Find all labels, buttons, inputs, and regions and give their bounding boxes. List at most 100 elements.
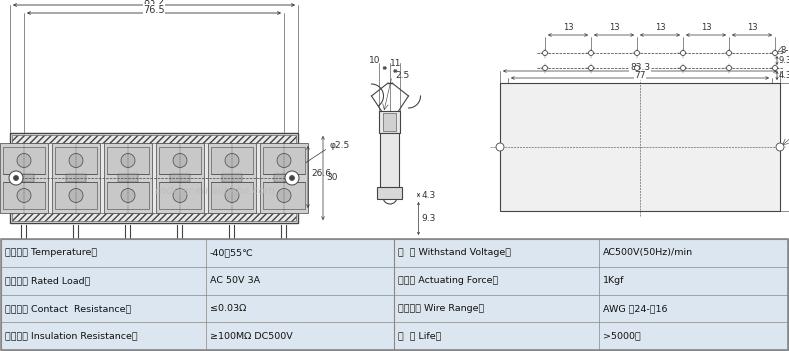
- Bar: [170, 174, 189, 182]
- Circle shape: [543, 66, 548, 71]
- Text: 4.3: 4.3: [421, 191, 436, 199]
- Bar: [159, 182, 201, 209]
- Text: 13: 13: [746, 23, 757, 32]
- Bar: [208, 143, 256, 213]
- Text: -40～55℃: -40～55℃: [210, 249, 253, 257]
- Bar: [159, 147, 201, 174]
- Text: >5000次: >5000次: [603, 332, 641, 340]
- Text: 13: 13: [96, 260, 108, 269]
- Text: 2.5: 2.5: [395, 71, 409, 79]
- Ellipse shape: [225, 188, 239, 203]
- Text: 26.6: 26.6: [311, 168, 331, 178]
- Bar: [260, 143, 308, 213]
- Text: 76.5: 76.5: [143, 5, 165, 15]
- Text: 13: 13: [148, 260, 159, 269]
- Bar: [107, 182, 149, 209]
- Text: 8-φ2.: 8-φ2.: [780, 46, 789, 55]
- Text: 13: 13: [608, 23, 619, 32]
- Circle shape: [589, 51, 593, 55]
- Ellipse shape: [69, 153, 83, 167]
- Circle shape: [634, 66, 640, 71]
- Circle shape: [727, 66, 731, 71]
- Ellipse shape: [69, 188, 83, 203]
- Text: 13: 13: [563, 23, 574, 32]
- Bar: [0, 143, 48, 213]
- Bar: [263, 182, 305, 209]
- Ellipse shape: [173, 153, 187, 167]
- Text: 1Kgf: 1Kgf: [603, 276, 625, 285]
- Text: 13: 13: [200, 260, 211, 269]
- Bar: [66, 174, 85, 182]
- Ellipse shape: [121, 153, 135, 167]
- Bar: [156, 143, 204, 213]
- Bar: [104, 143, 152, 213]
- Ellipse shape: [17, 153, 31, 167]
- Bar: [263, 147, 305, 174]
- Text: 11: 11: [390, 59, 401, 68]
- Text: 13: 13: [252, 260, 264, 269]
- Text: 动作力 Actuating Force：: 动作力 Actuating Force：: [398, 276, 499, 285]
- Bar: [211, 182, 253, 209]
- Bar: [12, 213, 296, 221]
- Bar: [500, 83, 780, 211]
- Circle shape: [680, 51, 686, 55]
- Circle shape: [9, 171, 23, 185]
- Ellipse shape: [225, 153, 239, 167]
- Text: 30: 30: [326, 173, 338, 183]
- Ellipse shape: [277, 153, 291, 167]
- Ellipse shape: [173, 188, 187, 203]
- Bar: [383, 113, 397, 131]
- Bar: [10, 133, 298, 223]
- Bar: [380, 111, 401, 133]
- Circle shape: [772, 66, 777, 71]
- Text: 耔  压 Withstand Voltage：: 耔 压 Withstand Voltage：: [398, 249, 511, 257]
- Text: φ2.5: φ2.5: [330, 141, 350, 151]
- Circle shape: [290, 176, 294, 180]
- Bar: [55, 147, 97, 174]
- Text: 4.3: 4.3: [779, 71, 789, 80]
- Text: AC 50V 3A: AC 50V 3A: [210, 276, 260, 285]
- Text: 绶缘电阱 Insulation Resistance：: 绶缘电阱 Insulation Resistance：: [5, 332, 137, 340]
- Circle shape: [285, 171, 299, 185]
- Bar: [12, 135, 296, 143]
- Bar: [52, 143, 100, 213]
- Text: 77: 77: [634, 71, 645, 79]
- Text: ≤0.03Ω: ≤0.03Ω: [210, 304, 246, 313]
- Circle shape: [772, 51, 777, 55]
- Bar: [3, 182, 45, 209]
- Circle shape: [543, 51, 548, 55]
- Text: 13: 13: [701, 23, 712, 32]
- Text: 13: 13: [655, 23, 665, 32]
- Bar: [107, 147, 149, 174]
- Text: 适用线材 Wire Range：: 适用线材 Wire Range：: [398, 304, 484, 313]
- Circle shape: [727, 51, 731, 55]
- Text: 9.3: 9.3: [421, 214, 436, 223]
- Ellipse shape: [17, 188, 31, 203]
- Bar: [275, 174, 294, 182]
- Text: 83.2: 83.2: [144, 0, 165, 7]
- Bar: [211, 147, 253, 174]
- Bar: [1, 239, 788, 350]
- Text: 额定负荷 Rated Load：: 额定负荷 Rated Load：: [5, 276, 91, 285]
- Text: 13: 13: [44, 260, 56, 269]
- Ellipse shape: [121, 188, 135, 203]
- Text: ≥100MΩ DC500V: ≥100MΩ DC500V: [210, 332, 293, 340]
- Bar: [222, 174, 241, 182]
- Bar: [377, 187, 402, 199]
- Text: cndaier.en.alibaba.com: cndaier.en.alibaba.com: [155, 186, 275, 196]
- Circle shape: [496, 143, 504, 151]
- Text: 83.3: 83.3: [630, 64, 650, 73]
- Bar: [14, 174, 34, 182]
- Text: AWG ＃24-＃16: AWG ＃24-＃16: [603, 304, 667, 313]
- Text: 寿  命 Life：: 寿 命 Life：: [398, 332, 442, 340]
- Text: 9.3: 9.3: [779, 56, 789, 65]
- Text: AC500V(50Hz)/min: AC500V(50Hz)/min: [603, 249, 694, 257]
- Circle shape: [634, 51, 640, 55]
- Text: 温度范围 Temperature：: 温度范围 Temperature：: [5, 249, 97, 257]
- Bar: [55, 182, 97, 209]
- Bar: [380, 133, 399, 191]
- Circle shape: [776, 143, 784, 151]
- Bar: [1, 239, 788, 350]
- Circle shape: [589, 66, 593, 71]
- Circle shape: [13, 176, 18, 180]
